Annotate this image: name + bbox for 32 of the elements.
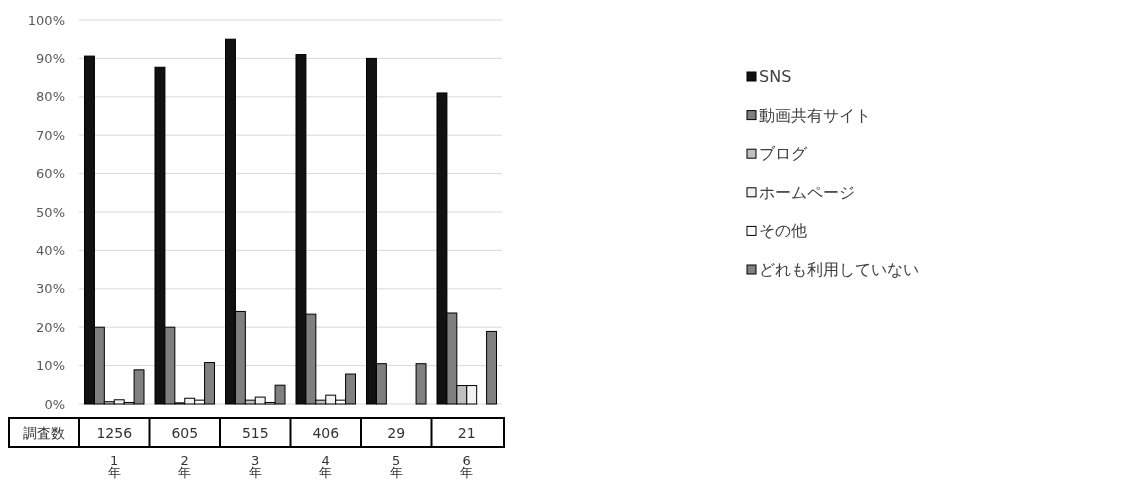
y-tick-label: 50% — [36, 204, 65, 220]
y-tick-label: 10% — [36, 358, 65, 374]
y-tick-label: 20% — [36, 319, 65, 335]
y-tick-label: 70% — [36, 127, 65, 143]
y-tick-label: 60% — [36, 166, 65, 182]
legend-label: 動画共有サイト — [759, 105, 871, 125]
bar — [415, 363, 427, 405]
y-tick-label: 30% — [36, 281, 65, 297]
text: 406 — [312, 425, 340, 441]
bar — [486, 330, 497, 405]
x-tick-label: 6年 — [460, 453, 474, 480]
legend-label: ブログ — [759, 144, 808, 164]
y-tick-label: 40% — [36, 242, 65, 258]
text: 1256 — [96, 425, 133, 441]
legend-label: SNS — [759, 67, 792, 86]
text: 605 — [171, 425, 199, 441]
x-tick-label: 5年 — [389, 453, 403, 480]
text: 515 — [241, 425, 269, 441]
y-tick-label: 0% — [44, 396, 65, 412]
x-tick-label: 4年 — [319, 453, 333, 480]
text: 29 — [387, 425, 406, 441]
x-tick-label: 1年 — [107, 453, 121, 480]
legend-label: ホームページ — [759, 182, 855, 202]
x-tick-label: 2年 — [178, 453, 192, 480]
text: 調査数 — [23, 425, 65, 441]
legend-label: どれも利用していない — [759, 260, 919, 279]
text: 21 — [457, 425, 476, 441]
y-tick-label: 100% — [27, 12, 65, 28]
x-tick-label: 3年 — [248, 453, 262, 480]
legend-label: その他 — [759, 221, 807, 241]
y-tick-label: 80% — [36, 89, 65, 105]
y-tick-label: 90% — [36, 50, 65, 66]
